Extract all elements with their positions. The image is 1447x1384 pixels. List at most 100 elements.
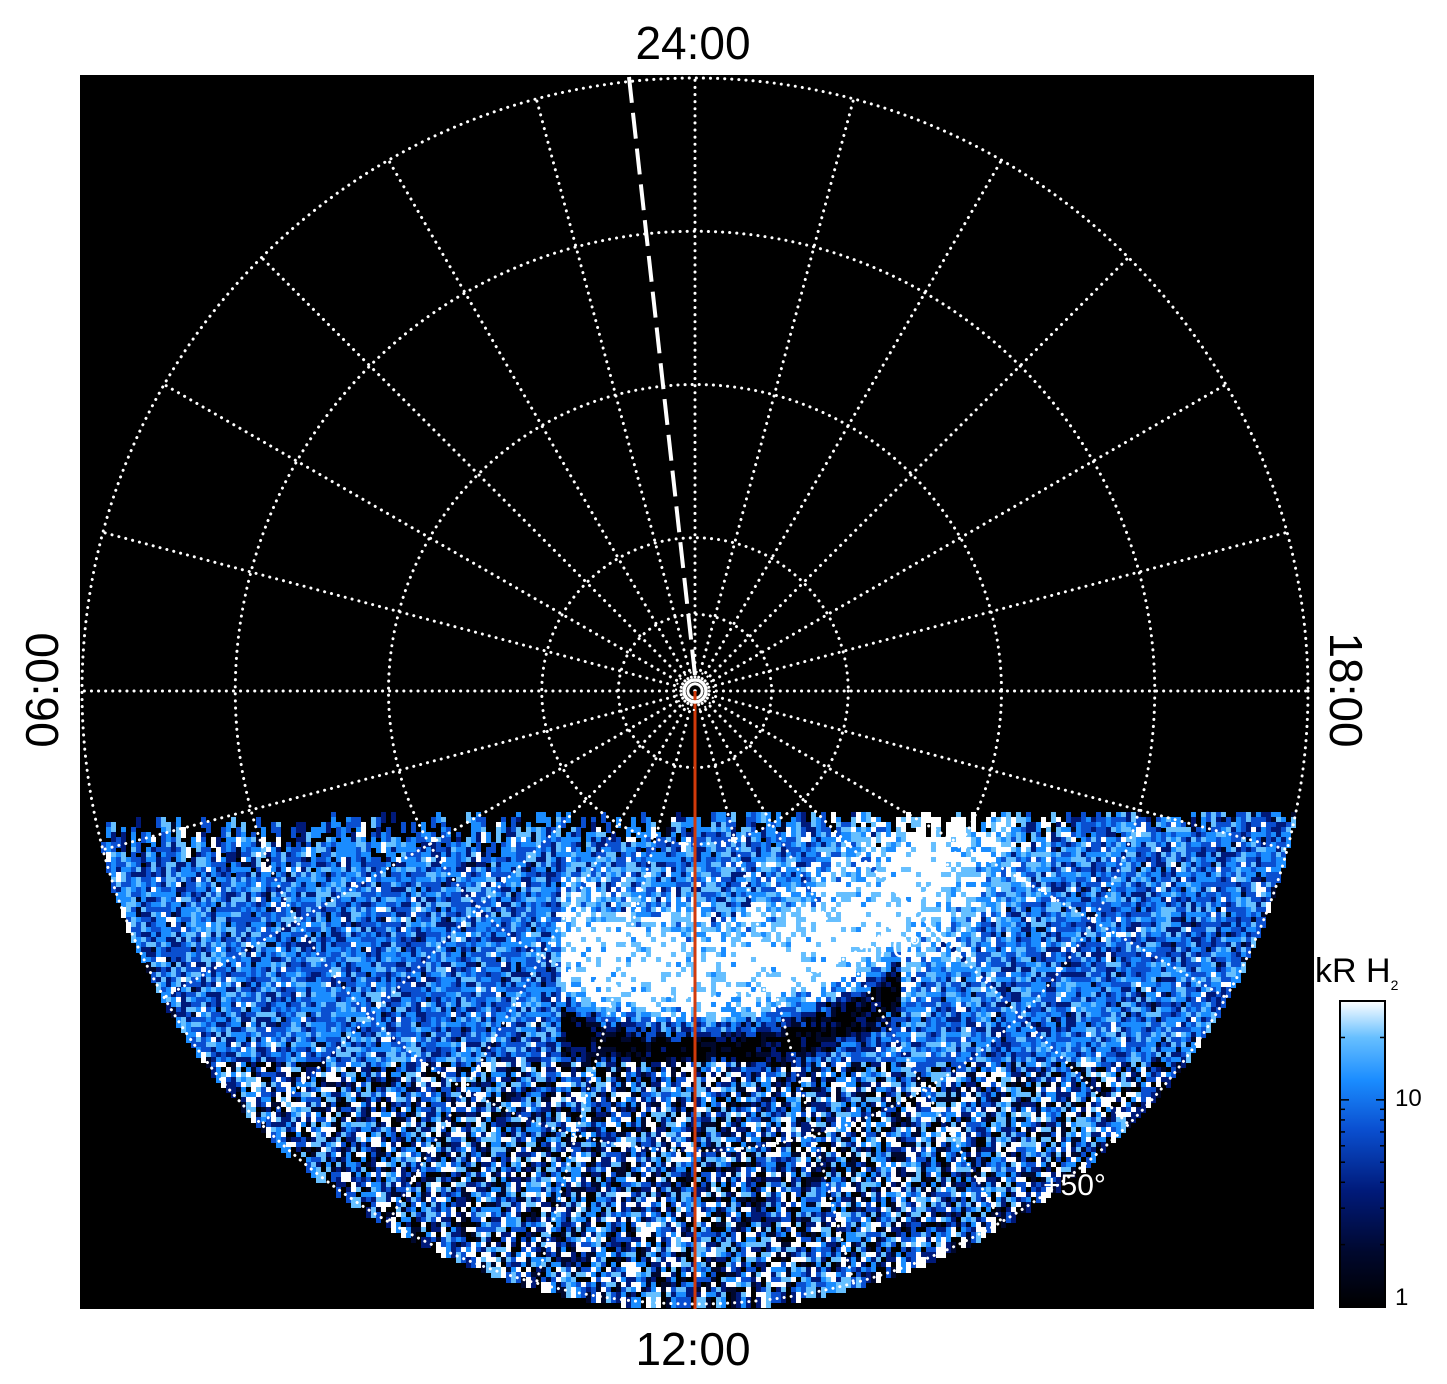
emission-pixel <box>136 842 141 853</box>
emission-pixel <box>356 837 361 848</box>
emission-pixel <box>236 827 241 838</box>
emission-pixel <box>816 817 821 828</box>
emission-pixel <box>641 812 646 823</box>
emission-pixel <box>1241 822 1246 833</box>
emission-pixel <box>641 837 646 848</box>
emission-pixel <box>1281 857 1286 868</box>
emission-pixel <box>606 837 611 848</box>
emission-pixel <box>426 847 431 858</box>
emission-pixel <box>506 827 511 838</box>
emission-pixel <box>351 817 356 828</box>
emission-pixel <box>271 862 276 873</box>
emission-pixel <box>291 857 296 868</box>
emission-pixel <box>676 812 681 823</box>
emission-pixel <box>446 847 451 858</box>
emission-pixel <box>291 827 296 838</box>
emission-pixel <box>226 822 231 833</box>
emission-pixel <box>1216 822 1221 833</box>
emission-pixel <box>931 832 936 843</box>
emission-pixel <box>771 832 776 843</box>
emission-pixel <box>786 827 791 838</box>
emission-pixel <box>906 812 911 823</box>
emission-pixel <box>761 827 766 838</box>
emission-pixel <box>381 812 386 823</box>
emission-pixel <box>1051 832 1056 843</box>
emission-pixel <box>166 822 171 833</box>
emission-pixel <box>681 842 686 853</box>
emission-pixel <box>541 852 546 863</box>
emission-pixel <box>1266 812 1271 823</box>
emission-pixel <box>1031 832 1036 843</box>
emission-pixel <box>161 832 166 843</box>
emission-pixel <box>261 862 266 873</box>
emission-map <box>101 812 1296 1308</box>
emission-pixel <box>851 817 856 828</box>
emission-pixel <box>1226 817 1231 828</box>
emission-pixel <box>381 842 386 853</box>
emission-pixel <box>736 832 741 843</box>
emission-pixel <box>961 827 966 838</box>
emission-pixel <box>181 842 186 853</box>
emission-pixel <box>1136 817 1141 828</box>
emission-pixel <box>396 842 401 853</box>
emission-pixel <box>626 827 631 838</box>
emission-pixel <box>191 837 196 848</box>
emission-pixel <box>116 872 121 883</box>
emission-pixel <box>161 842 166 853</box>
emission-pixel <box>631 822 636 833</box>
emission-pixel <box>666 827 671 838</box>
emission-pixel <box>371 857 376 868</box>
emission-pixel <box>206 822 211 833</box>
emission-pixel <box>1161 817 1166 828</box>
emission-pixel <box>806 832 811 843</box>
emission-pixel <box>1206 812 1211 823</box>
emission-pixel <box>1011 817 1016 828</box>
emission-pixel <box>231 862 236 873</box>
emission-pixel <box>231 852 236 863</box>
emission-pixel <box>836 827 841 838</box>
emission-pixel <box>726 847 731 858</box>
emission-pixel <box>856 832 861 843</box>
emission-pixel <box>711 832 716 843</box>
emission-pixel <box>546 827 551 838</box>
emission-pixel <box>786 837 791 848</box>
emission-pixel <box>1076 827 1081 838</box>
emission-pixel <box>106 827 111 838</box>
emission-pixel <box>796 822 801 833</box>
emission-pixel <box>551 842 556 853</box>
emission-pixel <box>371 817 376 828</box>
emission-pixel <box>781 832 786 843</box>
emission-pixel <box>481 817 486 828</box>
emission-pixel <box>676 822 681 833</box>
emission-pixel <box>166 852 171 863</box>
emission-pixel <box>701 852 706 863</box>
emission-pixel <box>766 827 771 838</box>
emission-pixel <box>261 847 266 858</box>
emission-pixel <box>776 832 781 843</box>
emission-pixel <box>386 827 391 838</box>
emission-pixel <box>121 842 126 853</box>
emission-pixel <box>1081 817 1086 828</box>
emission-pixel <box>416 847 421 858</box>
emission-pixel <box>446 857 451 868</box>
emission-pixel <box>1126 812 1131 823</box>
emission-pixel <box>481 832 486 843</box>
emission-pixel <box>606 822 611 833</box>
emission-pixel <box>466 837 471 848</box>
emission-pixel <box>486 852 491 863</box>
emission-pixel <box>721 832 726 843</box>
emission-pixel <box>341 857 346 868</box>
emission-pixel <box>321 822 326 833</box>
emission-pixel <box>541 812 546 823</box>
emission-pixel <box>806 822 811 833</box>
emission-pixel <box>256 817 261 828</box>
emission-pixel <box>886 822 891 833</box>
emission-pixel <box>311 857 316 868</box>
emission-pixel <box>721 822 726 833</box>
emission-pixel <box>536 837 541 848</box>
emission-pixel <box>471 822 476 833</box>
emission-pixel <box>716 842 721 853</box>
emission-pixel <box>361 842 366 853</box>
emission-pixel <box>116 837 121 848</box>
emission-pixel <box>326 822 331 833</box>
